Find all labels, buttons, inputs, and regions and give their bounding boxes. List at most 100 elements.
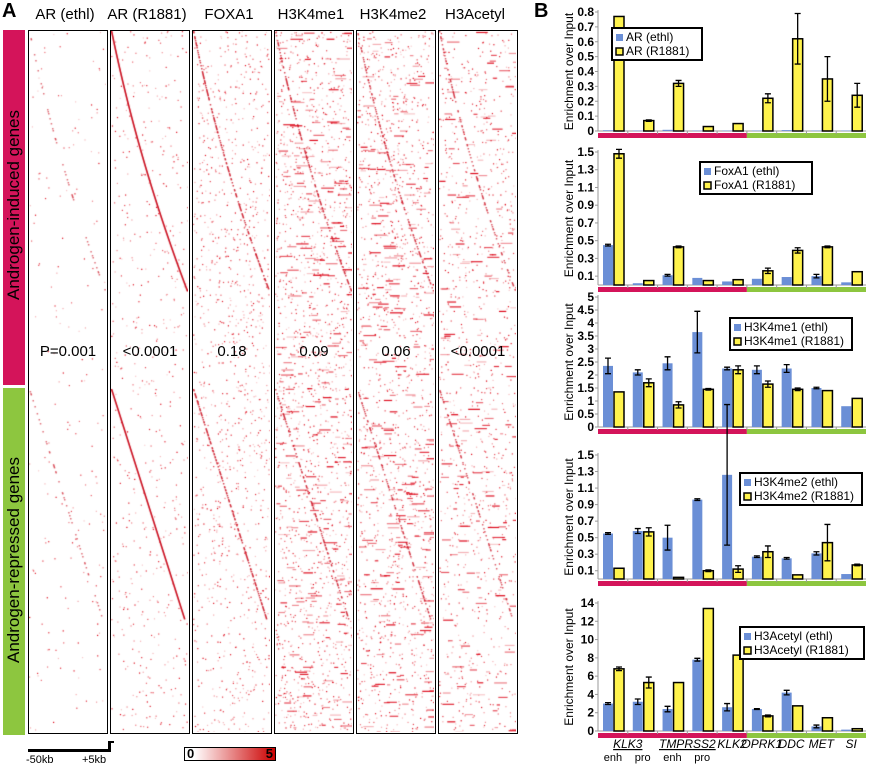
y-tick-label: 0.1 <box>577 269 594 283</box>
y-tick-label: 10 <box>581 633 595 647</box>
heatmap-foxa1 <box>192 30 272 734</box>
error-bar <box>824 245 831 249</box>
y-tick-label: 0.5 <box>577 234 594 248</box>
error-bar <box>735 565 742 574</box>
x-gene-label: KLK2 <box>717 737 747 751</box>
bar-ar-r1881- <box>732 122 744 132</box>
panel-a-letter: A <box>2 0 17 22</box>
bar-h3k4me1-ethl- <box>632 372 643 427</box>
bar-h3k4me1-ethl- <box>841 406 852 427</box>
legend-label: AR (ethl) <box>626 30 673 44</box>
bar-foxa1-ethl- <box>722 281 733 285</box>
scale-left-label: -50kb <box>26 754 54 766</box>
y-tick-label: 0.3 <box>577 547 594 561</box>
bar-ar-ethl- <box>692 130 703 132</box>
error-bar <box>605 532 611 536</box>
y-tick-label: 0.4 <box>577 65 594 79</box>
legend-label: FoxA1 (ethl) <box>714 164 779 178</box>
bar-ar-r1881- <box>613 15 625 132</box>
repressed-category-bar <box>746 429 866 434</box>
error-bar <box>634 369 641 376</box>
y-tick-label: 0 <box>587 724 594 738</box>
bar-ar-ethl- <box>632 130 643 132</box>
p-value: 0.18 <box>217 343 247 360</box>
error-bar <box>664 705 671 713</box>
bar-foxa1-ethl- <box>692 277 703 285</box>
x-sub-label: pro <box>635 752 651 764</box>
y-tick-label: 1.3 <box>577 163 594 177</box>
y-axis-label: Enrichment over Input <box>562 159 576 277</box>
heatmap-h3k4me2 <box>356 30 436 734</box>
column-title: H3K4me1 <box>277 6 345 23</box>
bar-h3acetyl-r1881- <box>672 681 685 732</box>
repressed-category-bar <box>746 287 866 292</box>
bar-ar-ethl- <box>722 130 733 132</box>
bar-foxa1-r1881- <box>821 246 834 286</box>
bar-h3k4me2-r1881- <box>672 576 685 580</box>
bar-h3k4me1-ethl- <box>722 368 733 427</box>
bar-h3acetyl-r1881- <box>762 715 774 732</box>
p-value: P=0.001 <box>39 343 97 360</box>
bar-chart-3: 00.511.522.533.544.55 Enrichment over Inp… <box>562 290 866 434</box>
bar-h3acetyl-r1881- <box>613 668 625 732</box>
y-tick-label: 2 <box>587 706 594 720</box>
y-tick-label: 14 <box>581 596 595 610</box>
bar-h3k4me1-r1881- <box>762 383 774 428</box>
y-tick-label: 0.1 <box>577 109 594 123</box>
y-tick-label: 0.7 <box>577 514 594 528</box>
bar-ar-ethl- <box>751 130 762 132</box>
column-title: AR (R1881) <box>107 6 187 23</box>
y-tick-label: 0.7 <box>577 216 594 230</box>
bar-ar-ethl- <box>811 130 822 132</box>
error-bar <box>645 676 652 689</box>
bar-ar-r1881- <box>702 125 715 132</box>
legend-swatch <box>744 479 751 486</box>
y-tick-label: 8 <box>587 651 594 665</box>
legend-label: FoxA1 (R1881) <box>714 178 795 192</box>
bar-ar-ethl- <box>781 130 792 131</box>
bar-foxa1-ethl- <box>811 276 822 285</box>
bar-h3acetyl-r1881- <box>702 607 715 732</box>
bar-foxa1-r1881- <box>851 270 863 286</box>
color-key-min: 0 <box>187 746 195 761</box>
tss-arrow-icon <box>108 741 111 751</box>
x-sub-label: pro <box>694 752 710 764</box>
y-tick-label: 0.1 <box>577 564 594 578</box>
scale-right-label: +5kb <box>82 754 107 766</box>
legend-swatch <box>744 633 751 640</box>
bar-h3k4me2-ethl- <box>662 537 673 579</box>
legend-swatch <box>734 324 741 331</box>
y-tick-label: 0.2 <box>577 94 594 108</box>
x-sub-label: enh <box>604 752 622 764</box>
y-tick-label: 4.5 <box>577 303 594 317</box>
bar-h3acetyl-r1881- <box>643 681 655 732</box>
bar-h3acetyl-ethl- <box>662 709 673 731</box>
bar-h3k4me1-ethl- <box>692 332 703 427</box>
error-bar <box>813 724 820 729</box>
repressed-category-bar <box>746 733 866 738</box>
error-bar <box>724 366 731 371</box>
error-bar <box>645 527 652 537</box>
error-bar <box>634 527 641 535</box>
error-bar <box>724 702 731 712</box>
x-gene-label: DDC <box>779 737 805 751</box>
heatmap-h3k4me1 <box>274 30 354 734</box>
bar-h3k4me2-r1881- <box>613 567 625 580</box>
error-bar <box>813 273 820 279</box>
x-gene-label: OPRK1 <box>741 737 782 751</box>
legend-label: H3K4me1 (ethl) <box>744 320 828 334</box>
y-axis-label: Enrichment over Input <box>562 303 576 421</box>
error-bar <box>605 357 611 375</box>
error-bar <box>616 666 622 672</box>
error-bar <box>854 563 861 567</box>
legend-label: H3Acetyl (ethl) <box>754 629 833 643</box>
bar-ar-ethl- <box>603 130 613 131</box>
x-gene-label: KLK3 <box>613 737 643 751</box>
induced-category-bar <box>598 287 747 292</box>
legend-swatch <box>616 34 623 41</box>
bar-h3k4me1-r1881- <box>821 389 834 428</box>
repressed-genes-bar: Androgen-repressed genes <box>3 388 25 735</box>
bar-foxa1-ethl- <box>662 275 673 285</box>
bar-foxa1-ethl- <box>632 283 643 285</box>
